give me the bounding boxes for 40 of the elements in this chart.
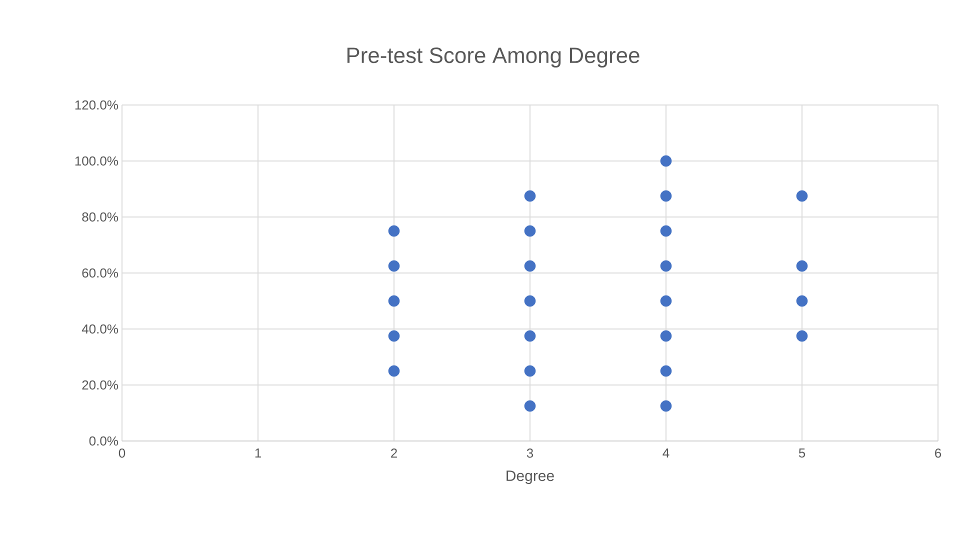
point: [524, 260, 536, 272]
y-tick-label: 60.0%: [82, 268, 118, 278]
point: [660, 225, 672, 237]
point: [660, 330, 672, 342]
point: [660, 400, 672, 412]
y-tick-label: 40.0%: [82, 324, 118, 334]
point: [660, 155, 672, 167]
x-tick-label: 4: [662, 448, 670, 458]
y-tick-label: 0.0%: [89, 436, 118, 446]
point: [388, 330, 400, 342]
point: [388, 365, 400, 377]
point: [524, 295, 536, 307]
point: [660, 190, 672, 202]
point: [796, 190, 808, 202]
x-tick-label: 5: [798, 448, 806, 458]
x-tick-label: 6: [935, 448, 942, 458]
x-tick-label: 0: [118, 448, 126, 458]
x-tick-label: 1: [255, 448, 261, 458]
point: [524, 330, 536, 342]
y-tick-label: 20.0%: [82, 380, 118, 390]
point: [524, 225, 536, 237]
y-tick-label: 120.0%: [75, 100, 118, 110]
point: [388, 260, 400, 272]
point: [796, 260, 808, 272]
x-tick-label: 2: [391, 448, 397, 458]
point: [796, 295, 808, 307]
x-axis-title: Degree: [506, 470, 554, 484]
point: [660, 295, 672, 307]
point: [660, 365, 672, 377]
point: [660, 260, 672, 272]
y-tick-label: 100.0%: [75, 156, 118, 166]
point: [796, 330, 808, 342]
point: [524, 400, 536, 412]
chart-title: Pre-test Score Among Degree: [347, 48, 640, 68]
y-tick-label: 80.0%: [82, 212, 118, 222]
point: [524, 365, 536, 377]
x-tick-label: 3: [526, 448, 534, 458]
point: [524, 190, 536, 202]
point: [388, 295, 400, 307]
point: [388, 225, 400, 237]
